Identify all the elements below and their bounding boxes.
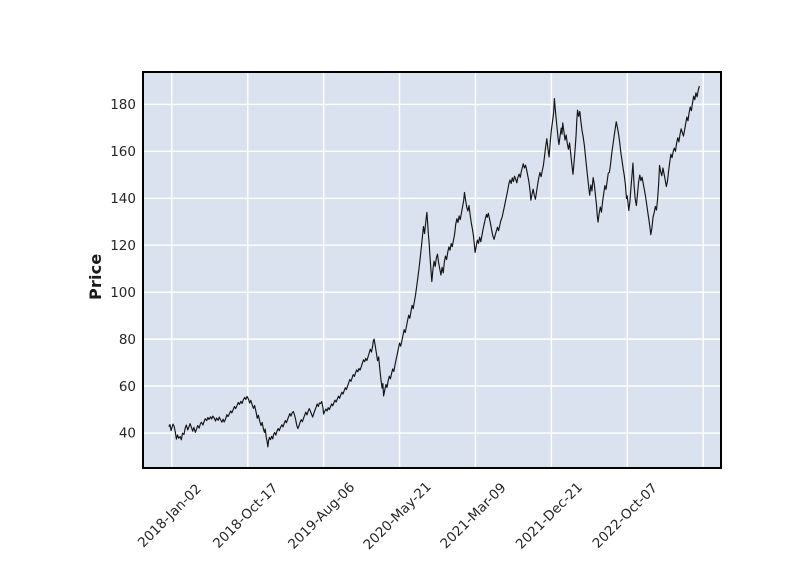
x-tick-label: 2019-Aug-06 <box>285 479 358 552</box>
y-tick-label: 40 <box>119 426 136 442</box>
y-tick-labels: 40 60 80 100 120 140 160 180 <box>110 97 136 442</box>
x-tick-label: 2018-Oct-17 <box>210 480 281 551</box>
x-tick-label: 2021-Dec-21 <box>513 479 586 552</box>
gridlines <box>143 72 721 468</box>
plot-area <box>143 72 721 468</box>
plot-border <box>142 71 722 469</box>
y-tick-label: 140 <box>110 191 136 207</box>
y-axis-label: Price <box>86 253 105 300</box>
x-tick-labels: 2018-Jan-02 2018-Oct-17 2019-Aug-06 2020-Ma… <box>135 479 661 553</box>
x-tick-label: 2022-Oct-07 <box>590 480 661 551</box>
y-tick-label: 100 <box>110 285 136 301</box>
y-tick-label: 80 <box>119 332 136 348</box>
x-tick-label: 2020-May-21 <box>360 479 434 553</box>
price-line-series <box>168 85 700 448</box>
x-tick-label: 2018-Jan-02 <box>135 481 205 551</box>
y-tick-label: 160 <box>110 144 136 160</box>
y-tick-label: 180 <box>110 97 136 113</box>
y-tick-label: 60 <box>119 379 136 395</box>
y-tick-label: 120 <box>110 238 136 254</box>
x-tick-label: 2021-Mar-09 <box>437 480 509 552</box>
